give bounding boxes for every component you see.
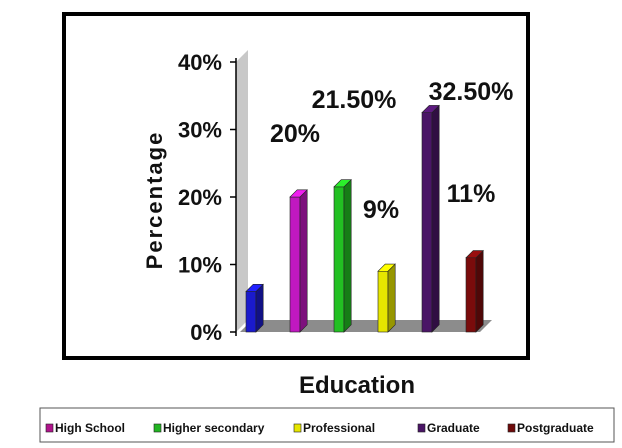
data-label: 11%	[447, 180, 496, 208]
y-tick-label: 40%	[178, 50, 222, 75]
data-labels: 20% 21.50% 9% 32.50% 11%	[270, 78, 513, 224]
data-label: 20%	[270, 120, 320, 148]
bar-side	[299, 189, 308, 333]
legend-box	[39, 407, 615, 443]
legend-swatch	[45, 423, 54, 433]
legend-item: Higher secondary	[153, 421, 265, 435]
bar-top	[377, 263, 396, 272]
legend-label: Postgraduate	[517, 421, 594, 435]
legend-swatch	[293, 423, 302, 433]
plot-border	[62, 12, 530, 360]
bar	[289, 189, 308, 333]
legend-item: High School	[45, 421, 125, 435]
legend-label: High School	[55, 421, 125, 435]
bar	[377, 263, 396, 333]
bar	[421, 104, 440, 333]
floor	[240, 320, 492, 332]
legend-label: Professional	[303, 421, 375, 435]
bar-top	[289, 189, 308, 198]
bar-front	[289, 196, 301, 333]
legend-swatch	[153, 423, 162, 433]
legend-swatch	[417, 423, 426, 433]
legend-item: Postgraduate	[507, 421, 594, 435]
bar-top	[421, 105, 440, 113]
bar-front	[245, 291, 257, 333]
data-label: 21.50%	[312, 86, 397, 114]
back-wall	[236, 50, 248, 332]
bar	[245, 283, 264, 333]
y-tick-label: 10%	[178, 253, 222, 278]
bar-top	[333, 179, 352, 188]
bar-side	[387, 263, 396, 333]
legend: High School Higher secondary Professional G…	[45, 421, 594, 435]
bar-side	[343, 178, 352, 333]
bar-front	[333, 186, 345, 333]
x-axis-label: Education	[299, 372, 415, 399]
bar-front	[377, 270, 389, 333]
legend-item: Graduate	[417, 421, 480, 435]
bar-top	[245, 283, 264, 292]
bar	[465, 249, 484, 333]
legend-label: Graduate	[427, 421, 480, 435]
legend-swatch	[507, 423, 516, 433]
y-axis-label: Percentage	[142, 131, 167, 270]
bar-front	[421, 112, 433, 333]
bars	[245, 104, 484, 333]
y-tick-label: 30%	[178, 118, 222, 143]
legend-label: Higher secondary	[163, 421, 265, 435]
y-tick-label: 0%	[190, 320, 222, 345]
bar	[333, 178, 352, 333]
bar-front	[465, 257, 477, 333]
bar-side	[431, 104, 440, 333]
bar-top	[465, 250, 484, 259]
bar-side	[255, 283, 264, 333]
bar-side	[475, 249, 484, 333]
legend-item: Professional	[293, 421, 375, 435]
data-label: 32.50%	[429, 78, 514, 106]
y-tick-label: 20%	[178, 185, 222, 210]
data-label: 9%	[363, 196, 399, 224]
